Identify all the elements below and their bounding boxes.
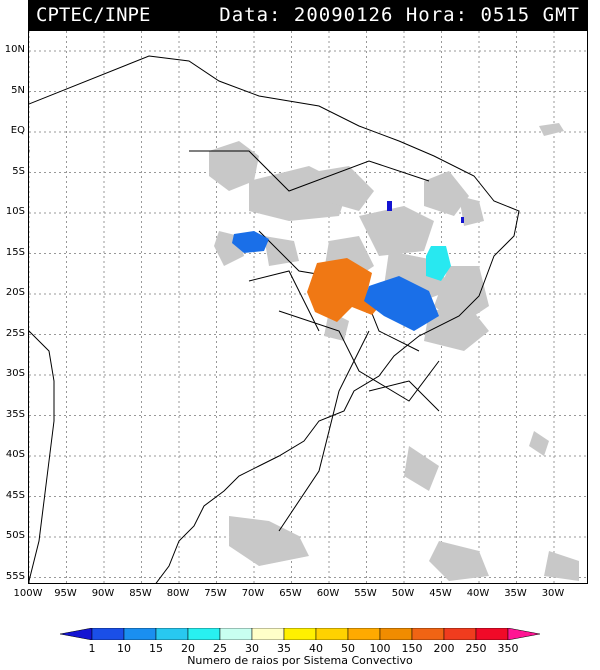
lon-label: 95W [54, 588, 77, 599]
legend-swatch [379, 628, 413, 640]
lon-label: 35W [504, 588, 527, 599]
convective-cell-dark-blue [461, 217, 464, 223]
lat-label: 50S [5, 530, 25, 541]
south-america-coastline [29, 55, 520, 583]
legend-swatch [443, 628, 477, 640]
convective-cell-orange [307, 258, 382, 322]
lon-label: 70W [241, 588, 265, 599]
legend-swatch [411, 628, 445, 640]
lat-label: 55S [5, 570, 25, 582]
lat-label: 10S [5, 206, 25, 217]
cloud-patch [404, 446, 439, 491]
legend-colorbar [60, 628, 540, 640]
legend-swatch [187, 628, 221, 640]
legend-swatch [60, 628, 93, 640]
lat-label: EQ [10, 125, 25, 136]
convective-cell-blue [232, 231, 269, 253]
legend: 1 10 15 20 25 30 35 40 50 100 150 200 250 350 Numero … [60, 624, 540, 667]
lon-label: 55W [354, 588, 377, 599]
cloud-patch [529, 431, 549, 456]
map-header: CPTEC/INPE Data: 20090126 Hora: 0515 GMT [28, 0, 588, 30]
lon-label: 65W [279, 588, 302, 599]
lon-label: 50W [391, 588, 415, 599]
lon-label: 100W [13, 588, 43, 599]
border [278, 310, 440, 402]
lon-label: 40W [466, 588, 490, 599]
legend-swatch [347, 628, 381, 640]
legend-tick-label: 35 [277, 642, 291, 655]
legend-tick-label: 30 [245, 642, 259, 655]
lat-label: 20S [5, 287, 25, 298]
legend-tick-label: 350 [497, 642, 519, 655]
cloud-patch [429, 541, 489, 581]
lon-label: 90W [91, 588, 115, 599]
legend-tick-label: 1 [88, 642, 96, 655]
cloud-patch [539, 123, 564, 136]
legend-swatch [475, 628, 509, 640]
legend-swatch [315, 628, 349, 640]
cloud-patch [264, 236, 299, 266]
map-canvas [29, 31, 587, 583]
legend-tick-label: 150 [401, 642, 423, 655]
cloud-patch [544, 551, 579, 581]
cloud-patch [424, 306, 489, 351]
lat-label: 35S [5, 408, 25, 420]
legend-tick-label: 40 [309, 642, 323, 655]
legend-tick-label: 15 [149, 642, 163, 655]
map-gridlines [29, 31, 587, 583]
cloud-patch [459, 196, 484, 226]
lon-label: 80W [166, 588, 190, 599]
legend-swatch [283, 628, 317, 640]
cloud-patch [229, 516, 309, 566]
source-label: CPTEC/INPE [36, 4, 151, 26]
legend-tick-label: 20 [181, 642, 195, 655]
lon-label: 30W [541, 588, 565, 599]
legend-tick-label: 10 [117, 642, 131, 655]
lat-label: 40S [5, 449, 25, 460]
lat-label: 25S [5, 327, 25, 339]
legend-swatch [123, 628, 157, 640]
cloud-patch [209, 141, 259, 191]
legend-tick-label: 200 [433, 642, 455, 655]
legend-tick-label: 25 [213, 642, 227, 655]
lat-label: 45S [5, 489, 25, 501]
convective-cell-blue [364, 276, 439, 331]
lon-label: 75W [204, 588, 227, 599]
legend-swatch [219, 628, 253, 640]
legend-swatch [251, 628, 285, 640]
cloud-cover-layer [209, 123, 579, 581]
lat-label: 10N [4, 44, 25, 55]
border [278, 330, 370, 532]
legend-tick-label: 50 [341, 642, 355, 655]
convective-cell-dark-blue [387, 201, 392, 211]
lat-label: 5N [11, 84, 25, 96]
border [189, 150, 430, 192]
datetime-label: Data: 20090126 Hora: 0515 GMT [219, 4, 580, 26]
lon-label: 45W [429, 588, 452, 599]
cloud-patch [359, 206, 434, 256]
map-panel [28, 30, 588, 584]
legend-swatch [91, 628, 125, 640]
border [248, 270, 320, 332]
lat-label: 5S [12, 165, 25, 177]
border [368, 380, 440, 412]
convective-cell-cyan [426, 246, 451, 281]
lat-label: 30S [5, 368, 25, 379]
legend-tick-label: 250 [465, 642, 487, 655]
legend-swatch [155, 628, 189, 640]
legend-tick-label: 100 [369, 642, 391, 655]
lon-label: 85W [129, 588, 152, 599]
convective-cells [232, 201, 464, 331]
legend-caption: Numero de raios por Sistema Convectivo [187, 654, 413, 667]
lat-label: 15S [5, 246, 25, 258]
cloud-patch [424, 171, 469, 216]
lon-label: 60W [316, 588, 340, 599]
legend-swatch [507, 628, 540, 640]
cloud-patch [319, 166, 374, 211]
